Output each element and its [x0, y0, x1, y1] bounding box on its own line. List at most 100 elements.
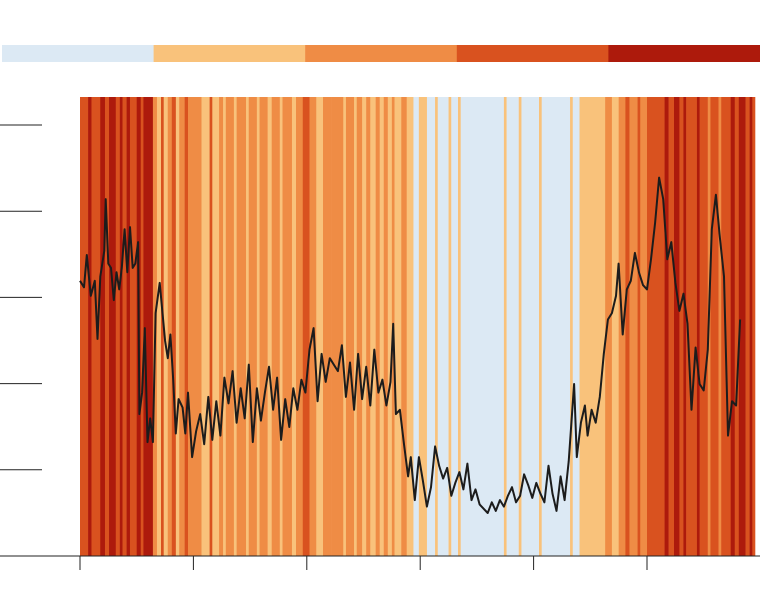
band-55: [379, 97, 385, 556]
band-63: [418, 97, 428, 556]
band-12: [140, 97, 144, 556]
y-axis: [0, 124, 42, 471]
band-36: [267, 97, 272, 556]
band-62: [413, 97, 420, 556]
band-33: [248, 97, 258, 556]
band-88: [664, 97, 669, 556]
band-44: [316, 97, 324, 556]
band-47: [343, 97, 347, 556]
band-74: [521, 97, 540, 556]
band-5: [109, 97, 117, 556]
band-98: [718, 97, 722, 556]
band-19: [171, 97, 177, 556]
band-17: [163, 97, 169, 556]
band-95: [699, 97, 709, 556]
legend-swatch-2: [153, 45, 306, 62]
band-1: [88, 97, 92, 556]
band-60: [401, 97, 407, 556]
band-10: [129, 97, 137, 556]
band-56: [383, 97, 389, 556]
band-53: [370, 97, 376, 556]
band-6: [115, 97, 121, 556]
band-73: [518, 97, 522, 556]
band-39: [282, 97, 293, 556]
band-54: [375, 97, 380, 556]
band-61: [406, 97, 414, 556]
band-65: [435, 97, 439, 556]
legend-swatch-4: [456, 45, 609, 62]
band-48: [345, 97, 355, 556]
background-bands: [80, 97, 756, 556]
band-31: [236, 97, 247, 556]
band-90: [674, 97, 680, 556]
band-9: [126, 97, 131, 556]
band-41: [296, 97, 304, 556]
color-scale-legend: [2, 45, 760, 62]
band-80: [605, 97, 613, 556]
band-32: [246, 97, 250, 556]
band-21: [179, 97, 185, 556]
band-13: [143, 97, 154, 556]
band-75: [539, 97, 542, 556]
band-38: [279, 97, 283, 556]
band-46: [331, 97, 344, 556]
band-24: [201, 97, 210, 556]
band-84: [629, 97, 638, 556]
band-87: [647, 97, 665, 556]
band-27: [219, 97, 224, 556]
band-66: [437, 97, 449, 556]
band-104: [749, 97, 753, 556]
band-7: [119, 97, 123, 556]
band-3: [100, 97, 106, 556]
band-100: [730, 97, 736, 556]
band-18: [167, 97, 173, 556]
legend-swatch-5: [608, 45, 760, 62]
band-16: [161, 97, 164, 556]
band-0: [80, 97, 89, 556]
band-20: [175, 97, 180, 556]
band-72: [506, 97, 520, 556]
band-68: [451, 97, 459, 556]
band-15: [156, 97, 162, 556]
band-105: [752, 97, 756, 556]
band-94: [696, 97, 700, 556]
legend-swatch-1: [2, 45, 155, 62]
band-23: [188, 97, 202, 556]
band-79: [579, 97, 606, 556]
band-25: [209, 97, 213, 556]
band-45: [323, 97, 332, 556]
band-34: [256, 97, 260, 556]
band-52: [366, 97, 371, 556]
band-77: [570, 97, 574, 556]
band-67: [448, 97, 452, 556]
band-49: [354, 97, 358, 556]
band-78: [572, 97, 580, 556]
x-axis: [79, 556, 648, 570]
band-8: [122, 97, 127, 556]
band-83: [625, 97, 630, 556]
band-26: [212, 97, 220, 556]
band-102: [738, 97, 746, 556]
band-81: [611, 97, 619, 556]
band-97: [710, 97, 719, 556]
band-93: [686, 97, 698, 556]
band-4: [104, 97, 110, 556]
band-85: [637, 97, 641, 556]
band-22: [184, 97, 189, 556]
band-69: [458, 97, 461, 556]
band-51: [362, 97, 367, 556]
band-40: [291, 97, 297, 556]
legend-swatch-3: [305, 45, 458, 62]
band-30: [233, 97, 237, 556]
band-59: [394, 97, 402, 556]
band-35: [259, 97, 268, 556]
band-43: [309, 97, 317, 556]
band-50: [356, 97, 363, 556]
band-86: [640, 97, 648, 556]
series-line: [79, 176, 742, 514]
band-92: [683, 97, 687, 556]
band-28: [223, 97, 227, 556]
band-29: [225, 97, 235, 556]
band-103: [745, 97, 750, 556]
